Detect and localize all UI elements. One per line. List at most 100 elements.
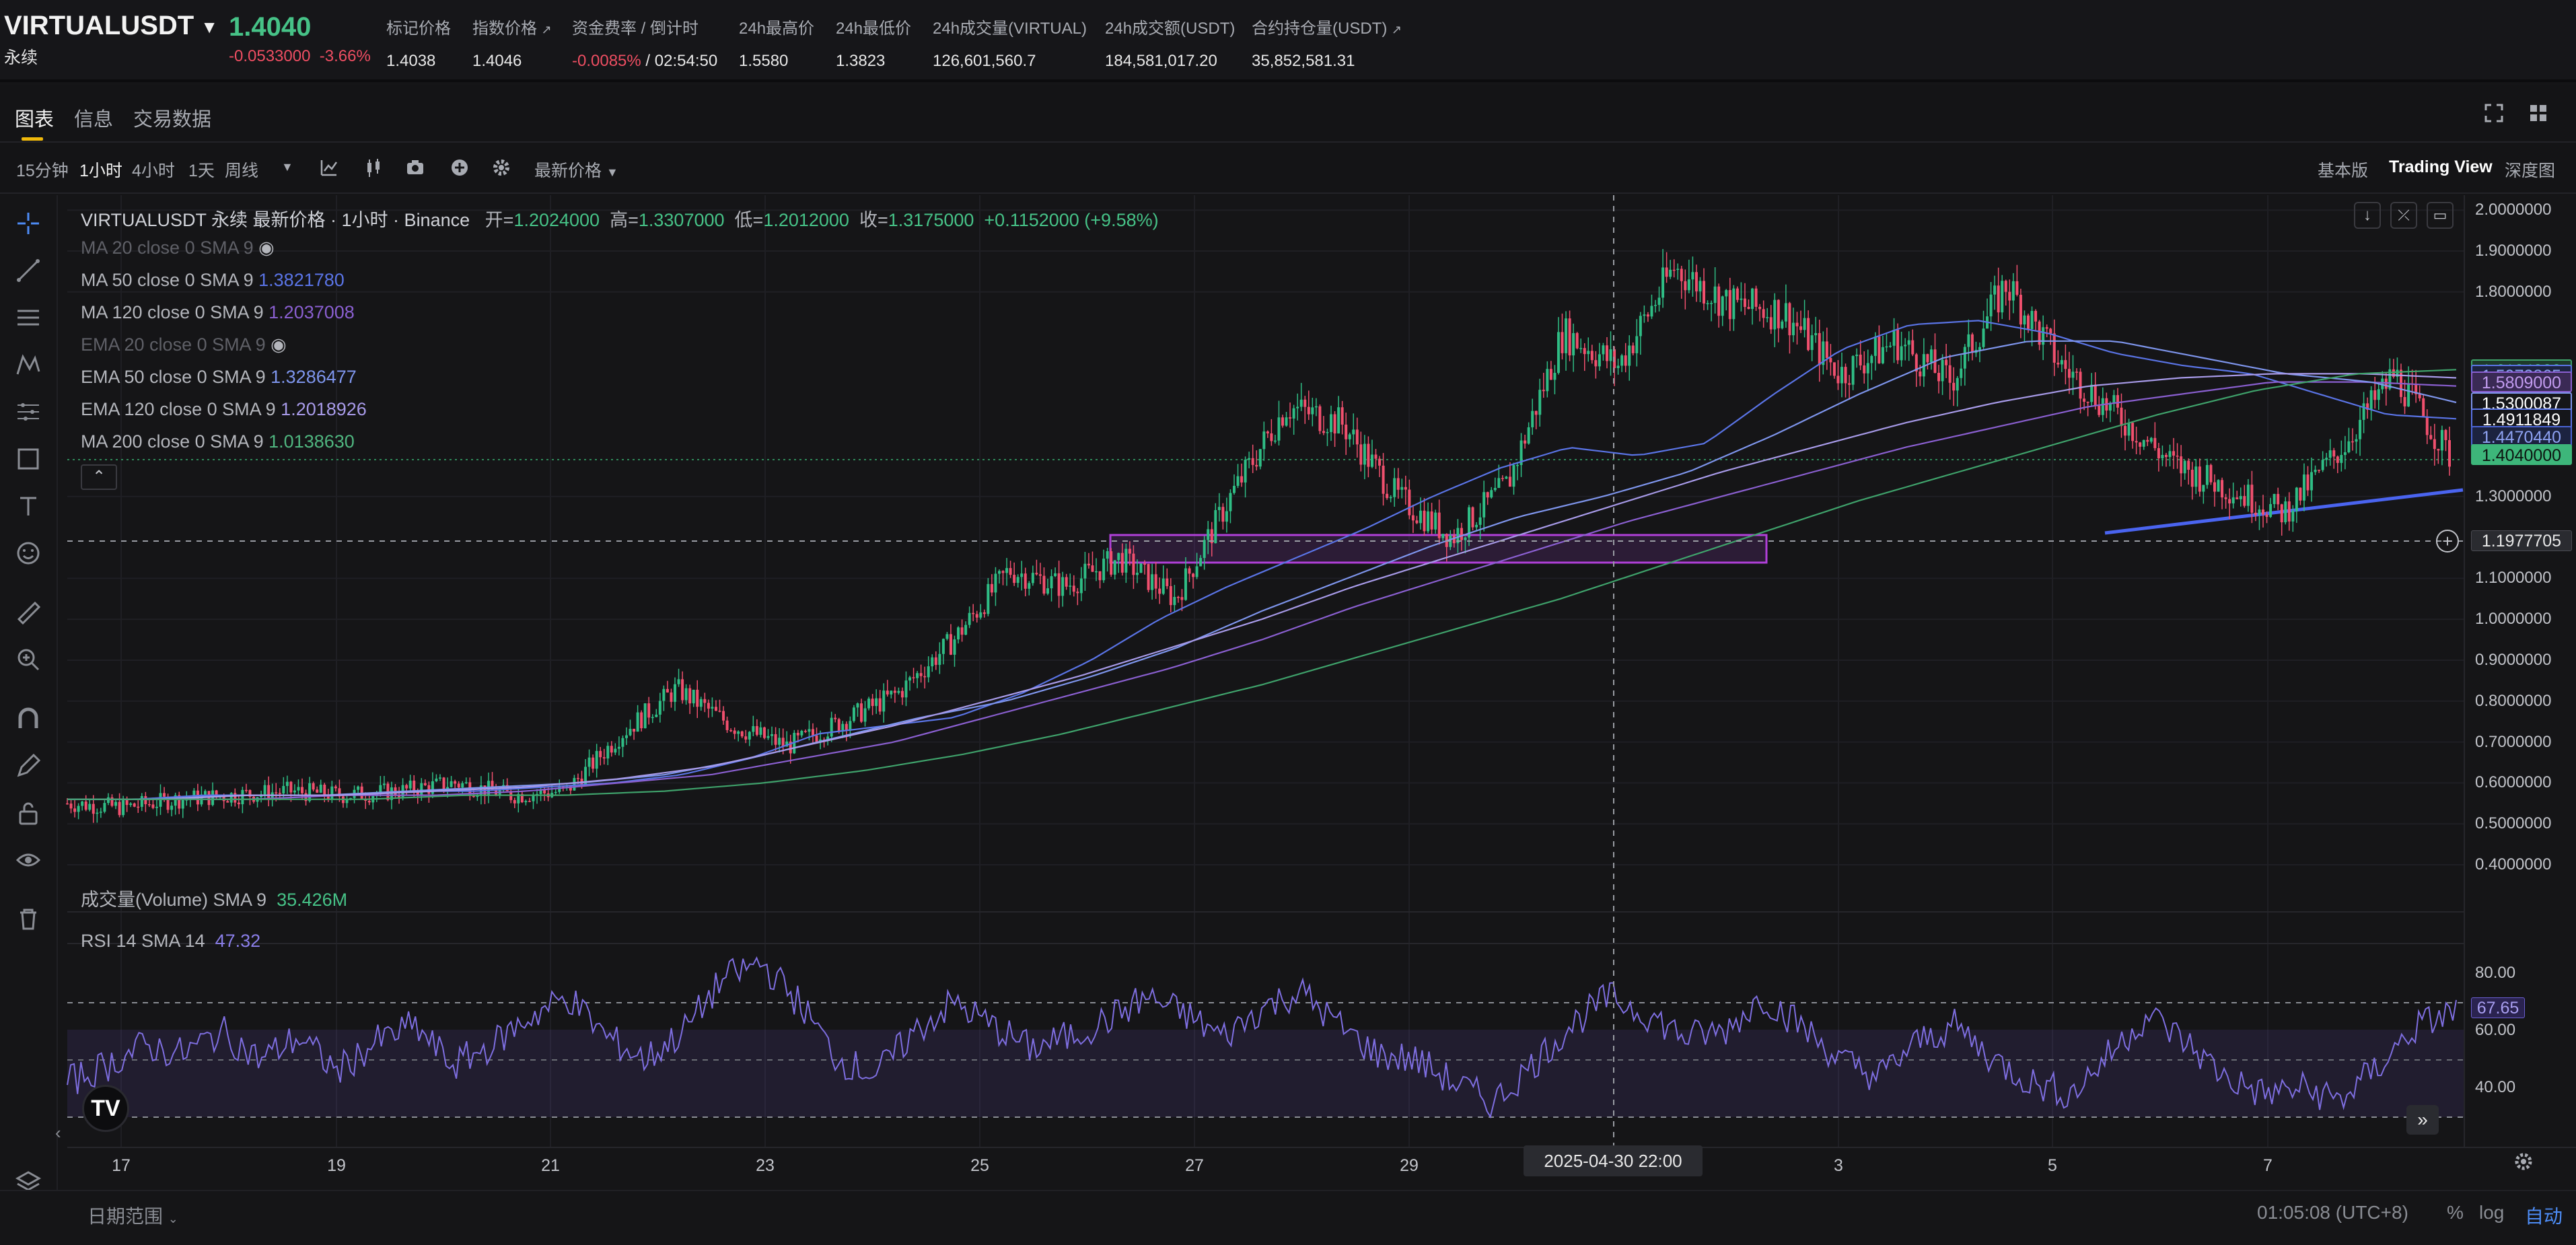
candle <box>871 694 874 715</box>
percent-scale-toggle[interactable]: % <box>2447 1202 2464 1223</box>
pencil-lock-icon[interactable] <box>15 752 42 779</box>
indicator-legend-item[interactable]: EMA 120 close 0 SMA 9 1.2018926 <box>81 399 367 420</box>
candle <box>841 721 845 738</box>
layout-grid-icon[interactable] <box>2528 102 2549 124</box>
candle <box>1725 289 1728 311</box>
ruler-icon[interactable] <box>15 599 42 626</box>
log-scale-toggle[interactable]: log <box>2479 1202 2505 1223</box>
interval-1h[interactable]: 1小时 <box>79 162 122 180</box>
scroll-down-icon[interactable]: ↓ <box>2354 202 2381 229</box>
candlestick-icon[interactable] <box>363 157 384 178</box>
series-ema-120 <box>67 373 2457 800</box>
lock-icon[interactable] <box>15 799 42 826</box>
candle <box>830 711 833 742</box>
rectangle-icon[interactable] <box>15 446 42 472</box>
stat-open-interest[interactable]: 合约持仓量(USDT) ↗ 35,852,581.31 <box>1252 20 1402 70</box>
candle <box>1698 277 1702 303</box>
candle <box>852 705 855 723</box>
interval-1d[interactable]: 1天 <box>188 162 215 180</box>
emoji-icon[interactable] <box>15 540 42 567</box>
price-axis-label: 0.8000000 <box>2475 691 2552 710</box>
series-ema-50 <box>67 340 2457 800</box>
candle <box>1565 311 1568 371</box>
tab-chart[interactable]: 图表 <box>15 109 55 131</box>
gear-icon[interactable] <box>491 157 511 178</box>
candle <box>2355 434 2358 454</box>
interval-1w[interactable]: 周线 <box>225 162 259 180</box>
indicator-legend-item[interactable]: EMA 20 close 0 SMA 9 ◉ <box>81 334 287 355</box>
add-circle-icon[interactable] <box>450 157 470 178</box>
more-intervals-icon[interactable]: ▼ <box>281 160 293 174</box>
candle <box>1799 310 1803 333</box>
indicator-legend-item[interactable]: MA 120 close 0 SMA 9 1.2037008 <box>81 302 355 323</box>
indicator-legend-item[interactable]: MA 200 close 0 SMA 9 1.0138630 <box>81 431 355 452</box>
rsi-band <box>67 1030 2464 1117</box>
indicator-legend-item[interactable]: MA 50 close 0 SMA 9 1.3821780 <box>81 270 345 291</box>
volume-legend: 成交量(Volume) SMA 9 35.426M <box>81 890 348 910</box>
gann-icon[interactable] <box>15 398 42 425</box>
indicator-legend-item[interactable]: MA 20 close 0 SMA 9 ◉ <box>81 238 275 258</box>
candle <box>912 668 915 684</box>
add-alert-icon[interactable]: + <box>2436 530 2459 553</box>
auto-scale-toggle[interactable]: 自动 <box>2525 1206 2563 1227</box>
candle <box>2052 319 2056 376</box>
tab-info[interactable]: 信息 <box>74 109 114 131</box>
view-tradingview[interactable]: Trading View <box>2389 157 2493 176</box>
tab-trading-data[interactable]: 交易数据 <box>133 109 212 131</box>
candle <box>1042 567 1046 596</box>
text-icon[interactable] <box>15 493 42 520</box>
candle <box>606 742 610 765</box>
candle <box>670 688 673 708</box>
date-range-button[interactable]: 日期范围 ⌄ <box>87 1206 178 1227</box>
chevron-left-icon[interactable]: ‹ <box>55 1123 61 1143</box>
candle <box>624 727 628 746</box>
tradingview-logo[interactable]: TV <box>82 1085 129 1132</box>
candle <box>1844 363 1847 398</box>
drawn-trend-line[interactable] <box>2104 488 2464 535</box>
price-type-selector[interactable]: 最新价格 ▼ <box>534 162 618 180</box>
candle <box>297 779 300 795</box>
interval-15m[interactable]: 15分钟 <box>16 162 69 180</box>
eye-icon[interactable] <box>15 847 42 874</box>
collapse-legend-button[interactable]: ⌃ <box>81 464 117 490</box>
candle <box>692 689 695 707</box>
candle <box>1561 313 1564 360</box>
candle <box>1933 333 1937 374</box>
candle <box>1374 449 1378 469</box>
view-basic[interactable]: 基本版 <box>2318 162 2369 180</box>
candle <box>1095 558 1098 581</box>
camera-icon[interactable] <box>405 157 425 178</box>
symbol-selector[interactable]: VIRTUALUSDT ▼ <box>4 11 218 41</box>
candle <box>1207 521 1210 555</box>
interval-4h[interactable]: 4小时 <box>132 162 175 180</box>
gear-icon[interactable] <box>2511 1149 2536 1174</box>
scroll-to-realtime-button[interactable]: » <box>2406 1105 2439 1135</box>
candle <box>1587 337 1590 362</box>
fullscreen-icon[interactable] <box>2483 102 2505 124</box>
fib-lines-icon[interactable] <box>15 304 42 331</box>
candle <box>1330 405 1333 441</box>
candle <box>1911 329 1915 357</box>
magnet-icon[interactable] <box>15 705 42 732</box>
candle <box>1703 268 1706 311</box>
candle <box>118 793 121 818</box>
candle <box>1132 545 1135 590</box>
candle <box>1020 561 1024 591</box>
candle <box>1161 565 1165 596</box>
stat-index-price[interactable]: 指数价格 ↗ 1.4046 <box>472 20 552 70</box>
candle <box>904 671 908 707</box>
candle <box>1598 343 1601 371</box>
zoom-in-icon[interactable] <box>15 646 42 673</box>
maximize-pane-icon[interactable]: ▭ <box>2427 202 2454 229</box>
collapse-icon[interactable]: ⤫ <box>2390 202 2417 229</box>
trend-line-icon[interactable] <box>15 257 42 284</box>
candle <box>2306 466 2310 496</box>
indicators-icon[interactable] <box>319 157 339 178</box>
trash-icon[interactable] <box>15 906 42 933</box>
pattern-icon[interactable] <box>15 351 42 378</box>
view-depth[interactable]: 深度图 <box>2505 162 2556 180</box>
indicator-legend-item[interactable]: EMA 50 close 0 SMA 9 1.3286477 <box>81 367 357 388</box>
crosshair-icon[interactable] <box>15 210 42 237</box>
candle <box>707 699 710 718</box>
